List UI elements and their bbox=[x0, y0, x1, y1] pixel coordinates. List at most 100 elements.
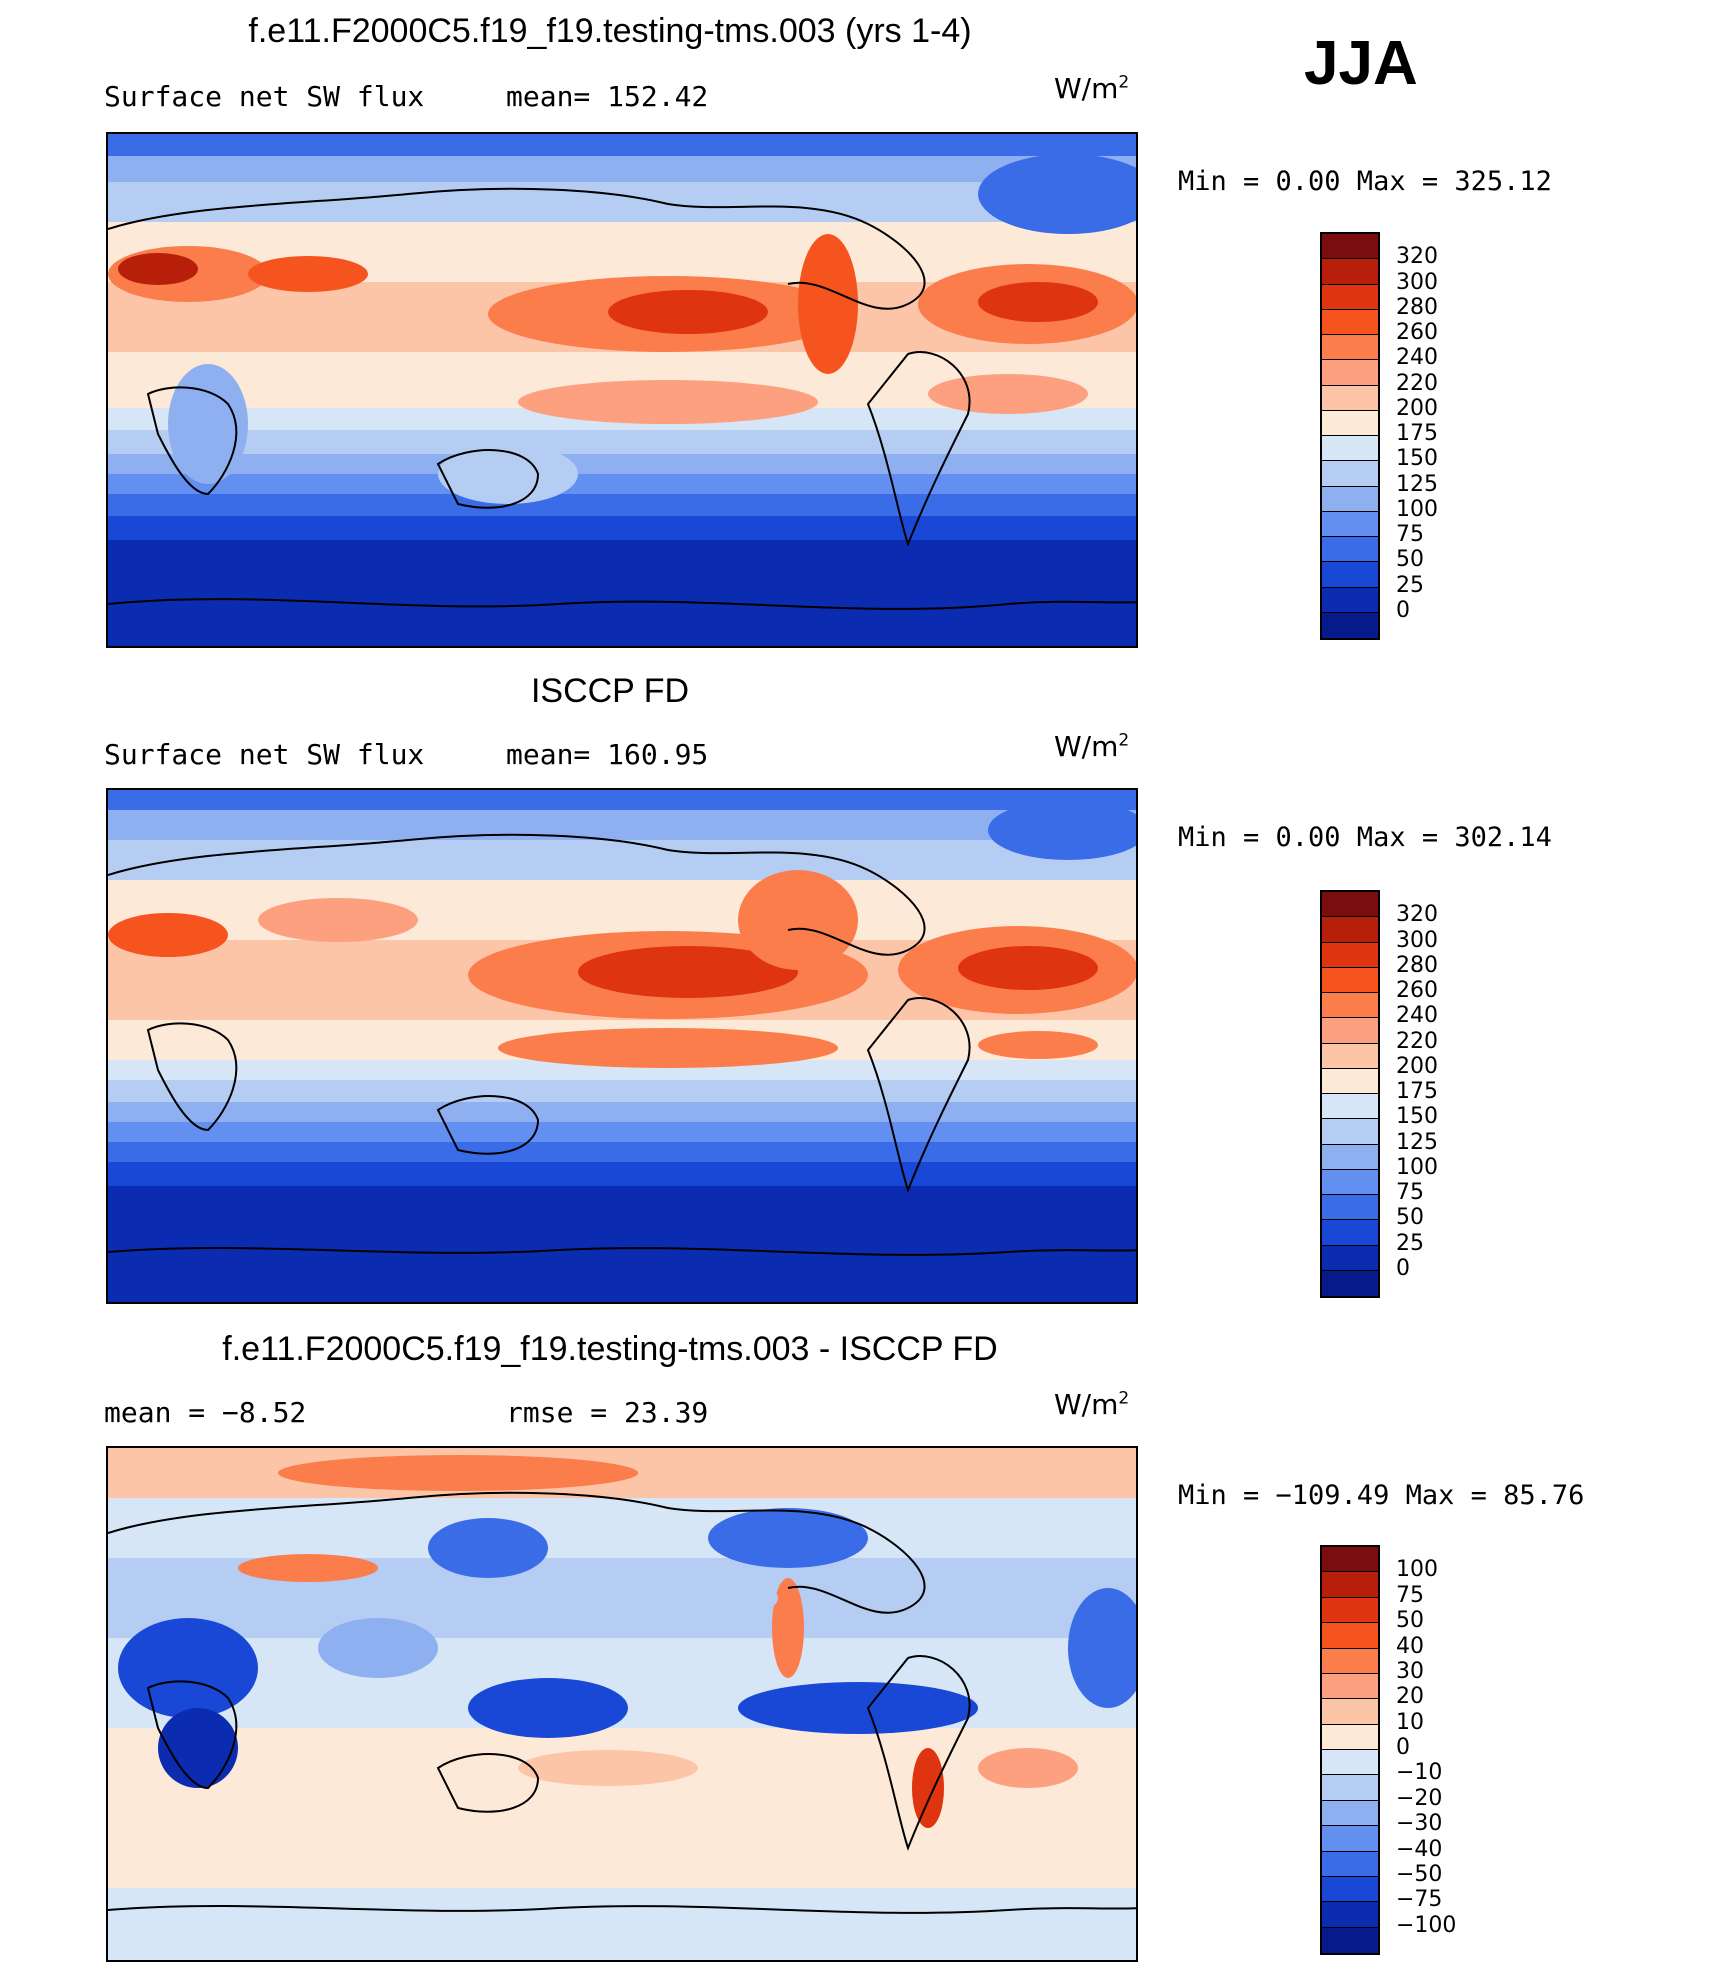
colorbar-tick-label: 75 bbox=[1396, 1180, 1424, 1205]
colorbar-swatch bbox=[1322, 1547, 1378, 1573]
colorbar-tick-label: 150 bbox=[1396, 446, 1438, 472]
colorbar-swatch bbox=[1322, 1144, 1378, 1170]
colorbar-tick-label: −30 bbox=[1396, 1811, 1443, 1837]
panel-2-map-svg bbox=[108, 790, 1136, 1302]
colorbar-tick-label: 0 bbox=[1396, 597, 1410, 623]
colorbar-tick-label: 175 bbox=[1396, 1079, 1438, 1104]
colorbar-swatch bbox=[1322, 1851, 1378, 1877]
colorbar-swatch bbox=[1322, 511, 1378, 537]
panel-3-units: W/m2 bbox=[1054, 1388, 1130, 1421]
colorbar-tick-label: 300 bbox=[1396, 269, 1438, 295]
colorbar-swatch bbox=[1322, 1800, 1378, 1827]
colorbar-tick-label: 220 bbox=[1396, 1028, 1438, 1054]
panel-2-minmax: Min = 0.00 Max = 302.14 bbox=[1178, 822, 1552, 853]
colorbar-swatch bbox=[1322, 892, 1378, 918]
colorbar-swatch bbox=[1322, 587, 1378, 613]
colorbar-tick-label: 75 bbox=[1396, 1582, 1424, 1608]
colorbar-swatch bbox=[1322, 335, 1378, 361]
colorbar-swatch bbox=[1322, 967, 1378, 993]
colorbar-swatch bbox=[1322, 284, 1378, 310]
colorbar-tick-label: 175 bbox=[1396, 421, 1438, 446]
colorbar-tick-label: −100 bbox=[1396, 1912, 1457, 1938]
colorbar-swatch bbox=[1322, 1673, 1378, 1700]
panel-3-colorbar bbox=[1320, 1545, 1380, 1955]
colorbar-swatch bbox=[1322, 259, 1378, 285]
colorbar-tick-label: −10 bbox=[1396, 1760, 1443, 1786]
colorbar-tick-label: 200 bbox=[1396, 1053, 1438, 1079]
colorbar-swatch bbox=[1322, 360, 1378, 386]
colorbar-tick-label: 125 bbox=[1396, 471, 1438, 497]
colorbar-tick-label: 25 bbox=[1396, 1230, 1424, 1256]
panel-2-map bbox=[106, 788, 1138, 1304]
panel-3-title: f.e11.F2000C5.f19_f19.testing-tms.003 - … bbox=[222, 1330, 998, 1368]
colorbar-swatch bbox=[1322, 1750, 1378, 1776]
colorbar-swatch bbox=[1322, 1018, 1378, 1044]
panel-3-rmse-label: rmse = 23.39 bbox=[506, 1396, 709, 1429]
colorbar-swatch bbox=[1322, 942, 1378, 968]
colorbar-swatch bbox=[1322, 1597, 1378, 1624]
panel-3-map bbox=[106, 1446, 1138, 1962]
colorbar-swatch bbox=[1322, 1826, 1378, 1852]
panel-2-title: ISCCP FD bbox=[530, 672, 690, 710]
colorbar-tick-label: 260 bbox=[1396, 320, 1438, 345]
panel-1-minmax: Min = 0.00 Max = 325.12 bbox=[1178, 166, 1552, 197]
colorbar-swatch bbox=[1322, 1648, 1378, 1674]
colorbar-tick-label: 125 bbox=[1396, 1129, 1438, 1155]
colorbar-swatch bbox=[1322, 309, 1378, 335]
colorbar-tick-label: 50 bbox=[1396, 547, 1424, 573]
panel-1-title: f.e11.F2000C5.f19_f19.testing-tms.003 (y… bbox=[248, 12, 972, 50]
colorbar-swatch bbox=[1322, 562, 1378, 588]
colorbar-tick-label: 280 bbox=[1396, 294, 1438, 320]
colorbar-swatch bbox=[1322, 1623, 1378, 1649]
colorbar-tick-label: 40 bbox=[1396, 1633, 1424, 1659]
colorbar-tick-label: 240 bbox=[1396, 345, 1438, 371]
panel-1-map-svg bbox=[108, 134, 1136, 646]
colorbar-tick-label: 100 bbox=[1396, 1557, 1438, 1583]
colorbar-swatch bbox=[1322, 1119, 1378, 1145]
colorbar-swatch bbox=[1322, 1245, 1378, 1271]
colorbar-tick-label: 50 bbox=[1396, 1205, 1424, 1231]
colorbar-tick-label: 280 bbox=[1396, 952, 1438, 978]
colorbar-tick-label: 260 bbox=[1396, 978, 1438, 1003]
colorbar-swatch bbox=[1322, 1195, 1378, 1221]
colorbar-swatch bbox=[1322, 612, 1378, 638]
colorbar-swatch bbox=[1322, 1927, 1378, 1953]
season-label: JJA bbox=[1304, 29, 1418, 98]
colorbar-tick-label: 300 bbox=[1396, 927, 1438, 953]
panel-3-map-svg bbox=[108, 1448, 1136, 1960]
colorbar-swatch bbox=[1322, 537, 1378, 563]
panel-1-map bbox=[106, 132, 1138, 648]
colorbar-swatch bbox=[1322, 1068, 1378, 1094]
colorbar-tick-label: 50 bbox=[1396, 1608, 1424, 1634]
panel-3-minmax: Min = −109.49 Max = 85.76 bbox=[1178, 1480, 1585, 1511]
colorbar-swatch bbox=[1322, 486, 1378, 512]
colorbar-swatch bbox=[1322, 1220, 1378, 1246]
colorbar-swatch bbox=[1322, 436, 1378, 462]
colorbar-swatch bbox=[1322, 993, 1378, 1019]
colorbar-swatch bbox=[1322, 1699, 1378, 1725]
colorbar-tick-label: 100 bbox=[1396, 1154, 1438, 1180]
colorbar-swatch bbox=[1322, 385, 1378, 411]
colorbar-tick-label: 200 bbox=[1396, 395, 1438, 421]
colorbar-tick-label: −40 bbox=[1396, 1836, 1443, 1862]
colorbar-tick-label: 150 bbox=[1396, 1104, 1438, 1130]
panel-2-mean-label: mean= 160.95 bbox=[506, 738, 709, 771]
colorbar-swatch bbox=[1322, 410, 1378, 436]
panel-1-units: W/m2 bbox=[1054, 72, 1130, 105]
panel-3-mean-label: mean = −8.52 bbox=[104, 1396, 307, 1429]
colorbar-tick-label: 75 bbox=[1396, 522, 1424, 547]
colorbar-swatch bbox=[1322, 1043, 1378, 1069]
colorbar-tick-label: 320 bbox=[1396, 902, 1438, 928]
colorbar-tick-label: 30 bbox=[1396, 1658, 1424, 1684]
colorbar-swatch bbox=[1322, 461, 1378, 487]
colorbar-swatch bbox=[1322, 1094, 1378, 1120]
colorbar-tick-label: −75 bbox=[1396, 1887, 1443, 1913]
colorbar-tick-label: 100 bbox=[1396, 496, 1438, 522]
colorbar-tick-label: 0 bbox=[1396, 1735, 1410, 1760]
colorbar-tick-label: 10 bbox=[1396, 1709, 1424, 1735]
colorbar-swatch bbox=[1322, 1902, 1378, 1928]
panel-1-mean-label: mean= 152.42 bbox=[506, 80, 709, 113]
panel-2-units: W/m2 bbox=[1054, 730, 1130, 763]
panel-1-variable-label: Surface net SW flux bbox=[104, 80, 425, 113]
colorbar-swatch bbox=[1322, 1724, 1378, 1750]
